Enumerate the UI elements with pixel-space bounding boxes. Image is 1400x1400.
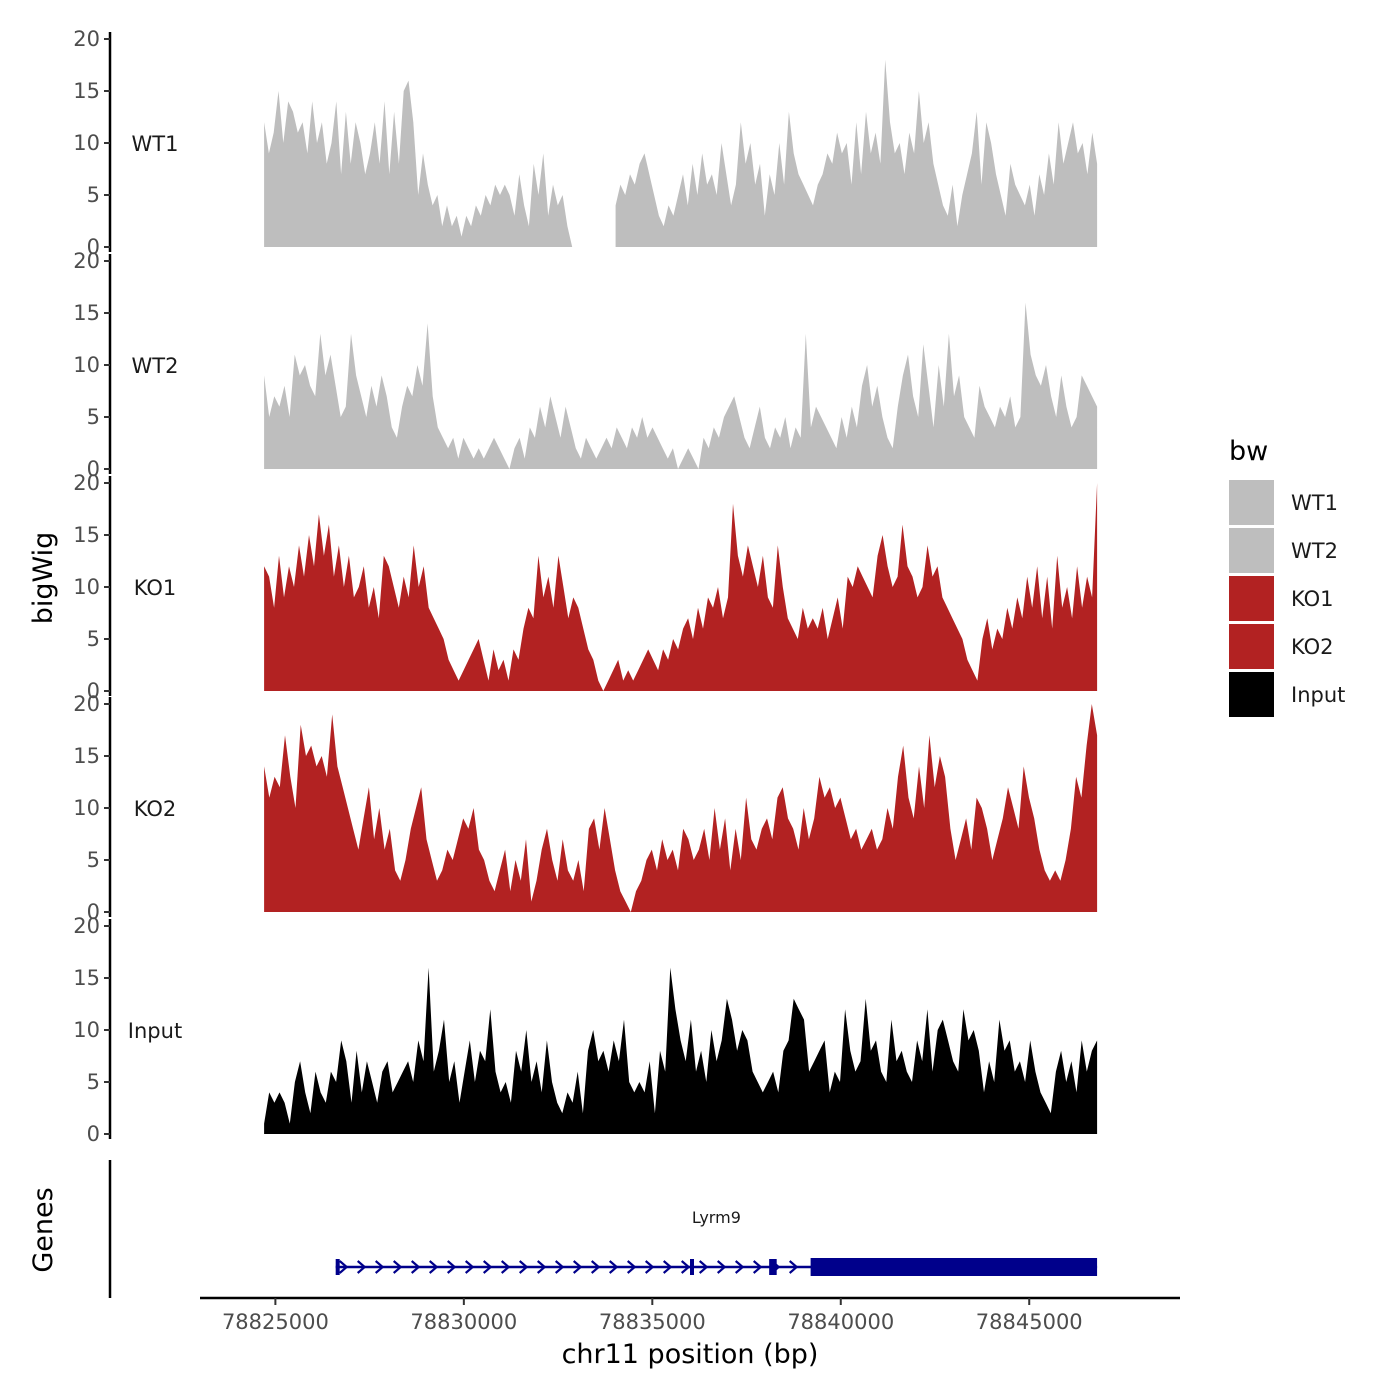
y-tick-label: 20 — [73, 692, 100, 716]
y-tick-label: 0 — [87, 235, 100, 259]
y-tick-label: 15 — [73, 301, 100, 325]
gene-strand-arrow — [788, 1260, 799, 1274]
area-series-wt1 — [264, 80, 587, 247]
legend-key-wt1 — [1229, 480, 1274, 525]
y-tick-label: 5 — [87, 848, 100, 872]
x-tick-label: 78840000 — [787, 1310, 894, 1334]
gene-exon — [335, 1259, 340, 1275]
x-axis-title: chr11 position (bp) — [562, 1339, 819, 1370]
y-tick-label: 20 — [73, 27, 100, 51]
y-tick-label: 20 — [73, 914, 100, 938]
legend-label-ko1: KO1 — [1291, 587, 1334, 611]
legend-label-wt2: WT2 — [1291, 539, 1338, 563]
y-tick-label: 5 — [87, 183, 100, 207]
legend-key-wt2 — [1229, 528, 1274, 573]
track-label-ko2: KO2 — [134, 797, 177, 821]
gene-exon — [690, 1259, 694, 1275]
gene-strand-arrow — [608, 1260, 619, 1274]
gene-strand-arrow — [662, 1260, 673, 1274]
track-panel-wt2: 0 5 10 15 20 WT2 — [73, 249, 1098, 481]
y-tick-label: 0 — [87, 679, 100, 703]
track-panel-ko1: 0 5 10 15 20 KO1 — [73, 471, 1098, 703]
legend-key-ko2 — [1229, 624, 1274, 669]
track-panel-wt1: 0 5 10 15 20 WT1 — [73, 27, 1098, 259]
gene-strand-arrow — [644, 1260, 655, 1274]
gene-strand-arrow — [410, 1260, 421, 1274]
gene-strand-arrow — [356, 1260, 367, 1274]
gene-strand-arrow — [536, 1260, 547, 1274]
y-tick-label: 20 — [73, 471, 100, 495]
gene-strand-arrow — [374, 1260, 385, 1274]
gene-strand-arrow — [554, 1260, 565, 1274]
y-tick-label: 0 — [87, 457, 100, 481]
legend-label-input: Input — [1291, 683, 1345, 707]
legend-title: bw — [1229, 436, 1268, 467]
legend-label-ko2: KO2 — [1291, 635, 1334, 659]
legend: bw WT1 WT2 KO1 KO2 Input — [1229, 436, 1345, 717]
x-tick-label: 78835000 — [599, 1310, 706, 1334]
gene-strand-arrow — [482, 1260, 493, 1274]
gene-strand-arrow — [518, 1260, 529, 1274]
genes-track-title: Genes — [28, 1187, 59, 1272]
gene-strand-arrow — [464, 1260, 475, 1274]
gene-strand-arrow — [428, 1260, 439, 1274]
y-tick-label: 10 — [73, 353, 100, 377]
gene-strand-arrow — [680, 1260, 691, 1274]
y-tick-label: 10 — [73, 575, 100, 599]
area-series-ko1 — [264, 483, 1098, 691]
y-tick-label: 5 — [87, 627, 100, 651]
gene-strand-arrow — [752, 1260, 763, 1274]
track-label-ko1: KO1 — [134, 576, 177, 600]
y-tick-label: 15 — [73, 79, 100, 103]
x-axis: 78825000 78830000 78835000 78840000 78845000 — [200, 1296, 1180, 1334]
genes-track: Lyrm9 — [108, 1160, 1098, 1298]
gene-strand-arrow — [572, 1260, 583, 1274]
track-panel-input: 0 5 10 15 20 Input — [73, 914, 1098, 1146]
y-tick-label: 5 — [87, 1070, 100, 1094]
y-axis-title: bigWig — [28, 532, 59, 625]
area-series-wt2 — [264, 302, 1098, 469]
y-tick-label: 10 — [73, 1018, 100, 1042]
legend-label-wt1: WT1 — [1291, 491, 1338, 515]
gene-exon — [810, 1258, 1098, 1276]
track-label-input: Input — [128, 1019, 182, 1043]
y-tick-label: 5 — [87, 405, 100, 429]
legend-key-input — [1229, 672, 1274, 717]
y-tick-label: 20 — [73, 249, 100, 273]
tracks-layer: 0 5 10 15 20 WT1 0 5 10 15 20 WT2 0 5 10 15 20 KO1 0 5 10 15 2… — [73, 27, 1098, 1146]
track-label-wt1: WT1 — [132, 132, 179, 156]
x-tick-label: 78845000 — [976, 1310, 1083, 1334]
track-panel-ko2: 0 5 10 15 20 KO2 — [73, 692, 1098, 924]
area-series-wt1 — [615, 59, 1098, 247]
y-tick-label: 10 — [73, 796, 100, 820]
track-label-wt2: WT2 — [132, 354, 179, 378]
y-tick-label: 15 — [73, 523, 100, 547]
area-series-input — [264, 967, 1098, 1134]
area-series-ko2 — [264, 704, 1098, 912]
gene-strand-arrow — [338, 1260, 349, 1274]
x-tick-label: 78825000 — [222, 1310, 329, 1334]
gene-strand-arrow — [626, 1260, 637, 1274]
gene-strand-arrow — [698, 1260, 709, 1274]
y-tick-label: 0 — [87, 1122, 100, 1146]
gene-strand-arrow — [734, 1260, 745, 1274]
y-tick-label: 0 — [87, 900, 100, 924]
gene-strand-arrow — [446, 1260, 457, 1274]
y-tick-label: 10 — [73, 131, 100, 155]
gene-name-label: Lyrm9 — [692, 1208, 741, 1227]
y-tick-label: 15 — [73, 966, 100, 990]
y-tick-label: 15 — [73, 744, 100, 768]
gene-strand-arrow — [590, 1260, 601, 1274]
gene-strand-arrow — [500, 1260, 511, 1274]
gene-strand-arrow — [716, 1260, 727, 1274]
legend-key-ko1 — [1229, 576, 1274, 621]
x-tick-label: 78830000 — [410, 1310, 517, 1334]
gene-exon — [769, 1259, 777, 1275]
gene-strand-arrow — [392, 1260, 403, 1274]
